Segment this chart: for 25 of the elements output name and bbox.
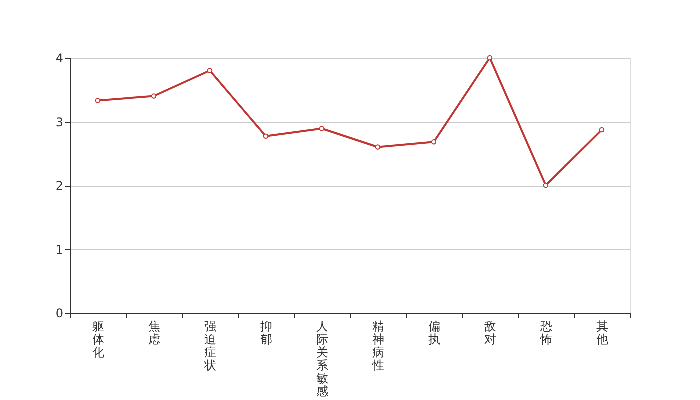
- x-tick-label: 恐怖: [540, 320, 552, 346]
- point: [151, 94, 157, 99]
- point: [487, 55, 493, 61]
- point: [543, 182, 549, 188]
- y-tick-label: 4: [56, 52, 64, 66]
- x-tick-label: 精神病性: [372, 320, 384, 372]
- point: [431, 140, 437, 145]
- point: [599, 127, 605, 133]
- x-tick-label: 其他: [596, 320, 608, 346]
- point: [207, 68, 213, 74]
- x-tick-label: 人际关系敏感: [316, 320, 328, 398]
- y-tick-label: 3: [56, 115, 64, 130]
- point: [375, 144, 381, 150]
- y-tick-label: 1: [56, 242, 64, 257]
- point: [319, 126, 325, 132]
- y-tick-label: 0: [56, 306, 64, 320]
- x-tick-label: 强迫症状: [204, 320, 216, 372]
- x-tick-label: 偏执: [428, 320, 440, 346]
- x-tick-label: 抑郁: [260, 320, 272, 346]
- x-tick-label: 焦虑: [148, 320, 160, 346]
- x-tick-label: 躯体化: [92, 320, 104, 360]
- point: [95, 98, 101, 104]
- x-tick-label: 敌对: [484, 320, 496, 346]
- point: [263, 134, 269, 140]
- y-tick-label: 2: [56, 179, 64, 193]
